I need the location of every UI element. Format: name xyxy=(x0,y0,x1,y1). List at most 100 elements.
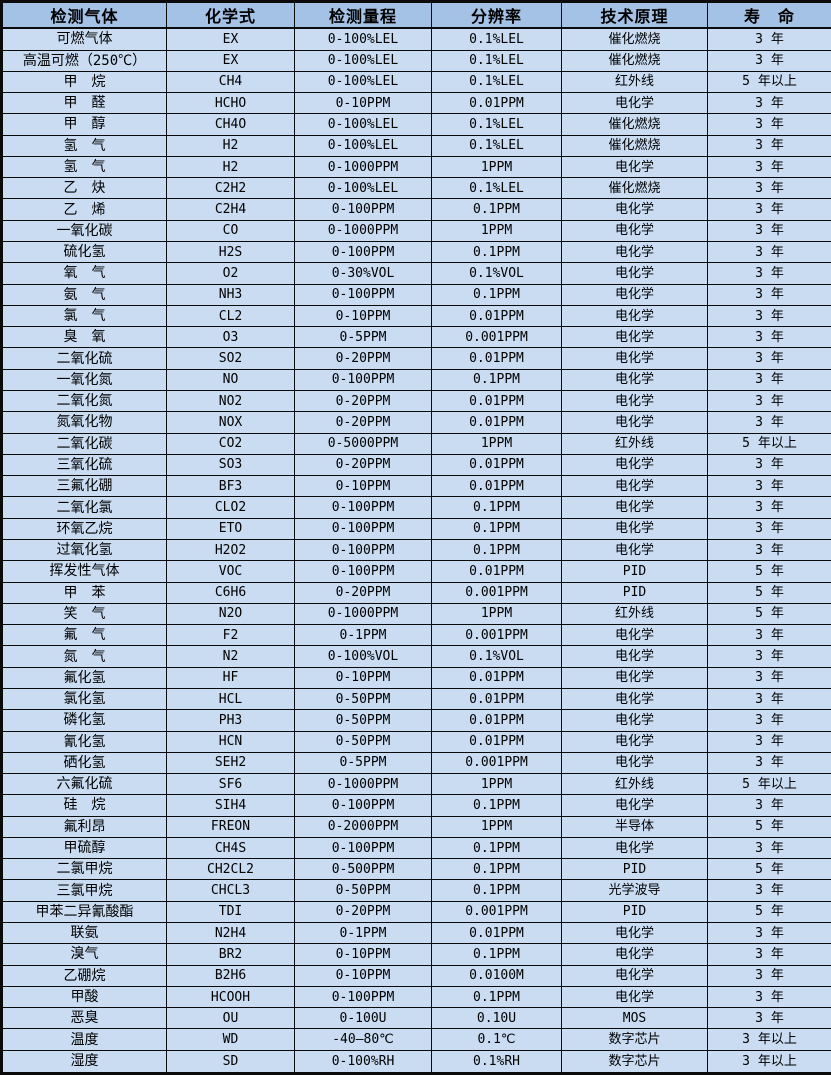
cell-range: 0-50PPM xyxy=(294,709,432,732)
cell-lifespan: 3 年 xyxy=(707,453,831,477)
cell-gas: 硒化氢 xyxy=(1,751,167,775)
cell-resolution: 1PPM xyxy=(431,155,562,179)
cell-range: 0-100PPM xyxy=(294,198,432,221)
cell-range: 0-100U xyxy=(294,1007,432,1030)
cell-lifespan: 3 年 xyxy=(707,1007,831,1030)
cell-resolution: 0.1%LEL xyxy=(431,113,562,136)
cell-formula: TDI xyxy=(166,900,295,924)
table-row: 六氟化硫 SF6 0-1000PPM 1PPM 红外线 5 年以上 xyxy=(1,773,831,796)
cell-lifespan: 5 年 xyxy=(707,581,831,604)
cell-gas: 二氧化氯 xyxy=(1,496,167,519)
cell-range: 0-1000PPM xyxy=(294,219,432,243)
cell-formula: HCL xyxy=(166,687,295,711)
cell-range: 0-5000PPM xyxy=(294,432,432,455)
cell-principle: 催化燃烧 xyxy=(561,49,708,72)
cell-resolution: 0.1PPM xyxy=(431,241,562,264)
cell-principle: 光学波导 xyxy=(561,879,708,902)
cell-principle: PID xyxy=(561,900,708,924)
cell-formula: NOX xyxy=(166,411,295,434)
cell-lifespan: 3 年 xyxy=(707,155,831,179)
table-row: 氨 气 NH3 0-100PPM 0.1PPM 电化学 3 年 xyxy=(1,283,831,306)
cell-range: 0-5PPM xyxy=(294,751,432,775)
header-row: 检测气体 化学式 检测量程 分辨率 技术原理 寿 命 xyxy=(1,1,831,29)
cell-formula: HF xyxy=(166,666,295,689)
table-row: 三氧化硫 SO3 0-20PPM 0.01PPM 电化学 3 年 xyxy=(1,453,831,477)
cell-formula: CO xyxy=(166,219,295,243)
cell-resolution: 1PPM xyxy=(431,602,562,626)
table-row: 三氟化硼 BF3 0-10PPM 0.01PPM 电化学 3 年 xyxy=(1,475,831,498)
table-row: 可燃气体 EX 0-100%LEL 0.1%LEL 催化燃烧 3 年 xyxy=(1,27,831,51)
cell-gas: 甲硫醇 xyxy=(1,836,167,860)
cell-resolution: 0.01PPM xyxy=(431,709,562,732)
cell-gas: 高温可燃（250℃） xyxy=(1,49,167,72)
cell-formula: WD xyxy=(166,1028,295,1051)
cell-range: 0-20PPM xyxy=(294,389,432,413)
cell-principle: 电化学 xyxy=(561,666,708,689)
cell-lifespan: 3 年 xyxy=(707,538,831,562)
cell-range: 0-100%VOL xyxy=(294,645,432,668)
cell-formula: C2H4 xyxy=(166,198,295,221)
cell-gas: 甲 苯 xyxy=(1,581,167,604)
cell-range: 0-1PPM xyxy=(294,624,432,647)
table-row: 恶臭 OU 0-100U 0.10U MOS 3 年 xyxy=(1,1007,831,1030)
cell-lifespan: 5 年 xyxy=(707,900,831,924)
cell-principle: PID xyxy=(561,858,708,881)
table-row: 二氧化氯 CLO2 0-100PPM 0.1PPM 电化学 3 年 xyxy=(1,496,831,519)
cell-resolution: 0.1PPM xyxy=(431,517,562,540)
cell-formula: HCHO xyxy=(166,92,295,115)
cell-lifespan: 5 年 xyxy=(707,560,831,583)
cell-principle: 电化学 xyxy=(561,347,708,370)
cell-gas: 氧 气 xyxy=(1,262,167,285)
cell-lifespan: 3 年 xyxy=(707,368,831,392)
cell-principle: 催化燃烧 xyxy=(561,177,708,200)
cell-formula: CH4S xyxy=(166,836,295,860)
table-row: 一氧化氮 NO 0-100PPM 0.1PPM 电化学 3 年 xyxy=(1,368,831,392)
cell-gas: 环氧乙烷 xyxy=(1,517,167,540)
cell-principle: 电化学 xyxy=(561,411,708,434)
cell-resolution: 0.1%LEL xyxy=(431,134,562,157)
cell-range: 0-2000PPM xyxy=(294,815,432,838)
cell-lifespan: 5 年以上 xyxy=(707,70,831,94)
cell-lifespan: 3 年 xyxy=(707,517,831,540)
cell-formula: VOC xyxy=(166,560,295,583)
cell-range: 0-20PPM xyxy=(294,900,432,924)
cell-range: 0-500PPM xyxy=(294,858,432,881)
cell-range: 0-100PPM xyxy=(294,241,432,264)
cell-gas: 甲 醇 xyxy=(1,113,167,136)
table-row: 氟化氢 HF 0-10PPM 0.01PPM 电化学 3 年 xyxy=(1,666,831,689)
cell-resolution: 0.1%LEL xyxy=(431,177,562,200)
cell-gas: 二氧化碳 xyxy=(1,432,167,455)
cell-range: 0-20PPM xyxy=(294,347,432,370)
cell-principle: 电化学 xyxy=(561,687,708,711)
cell-formula: FREON xyxy=(166,815,295,838)
cell-lifespan: 3 年 xyxy=(707,645,831,668)
cell-lifespan: 3 年 xyxy=(707,304,831,328)
cell-resolution: 0.01PPM xyxy=(431,304,562,328)
cell-formula: SF6 xyxy=(166,773,295,796)
cell-gas: 一氧化氮 xyxy=(1,368,167,392)
cell-principle: 电化学 xyxy=(561,155,708,179)
cell-gas: 硅 烷 xyxy=(1,794,167,817)
cell-gas: 温度 xyxy=(1,1028,167,1051)
cell-range: 0-100PPM xyxy=(294,794,432,817)
cell-principle: 电化学 xyxy=(561,389,708,413)
cell-lifespan: 3 年 xyxy=(707,496,831,519)
table-row: 笑 气 N2O 0-1000PPM 1PPM 红外线 5 年 xyxy=(1,602,831,626)
cell-formula: O3 xyxy=(166,326,295,349)
cell-resolution: 0.0100M xyxy=(431,964,562,987)
cell-formula: C2H2 xyxy=(166,177,295,200)
cell-lifespan: 5 年以上 xyxy=(707,773,831,796)
table-row: 磷化氢 PH3 0-50PPM 0.01PPM 电化学 3 年 xyxy=(1,709,831,732)
cell-principle: 电化学 xyxy=(561,624,708,647)
cell-gas: 氟利昂 xyxy=(1,815,167,838)
column-header-range: 检测量程 xyxy=(294,1,432,29)
table-row: 温度 WD -40—80℃ 0.1℃ 数字芯片 3 年以上 xyxy=(1,1028,831,1051)
cell-resolution: 0.1%VOL xyxy=(431,262,562,285)
table-row: 环氧乙烷 ETO 0-100PPM 0.1PPM 电化学 3 年 xyxy=(1,517,831,540)
cell-principle: 电化学 xyxy=(561,368,708,392)
cell-lifespan: 3 年 xyxy=(707,49,831,72)
cell-resolution: 0.1PPM xyxy=(431,985,562,1009)
table-row: 臭 氧 O3 0-5PPM 0.001PPM 电化学 3 年 xyxy=(1,326,831,349)
cell-lifespan: 3 年 xyxy=(707,922,831,945)
column-header-lifespan: 寿 命 xyxy=(707,1,831,29)
